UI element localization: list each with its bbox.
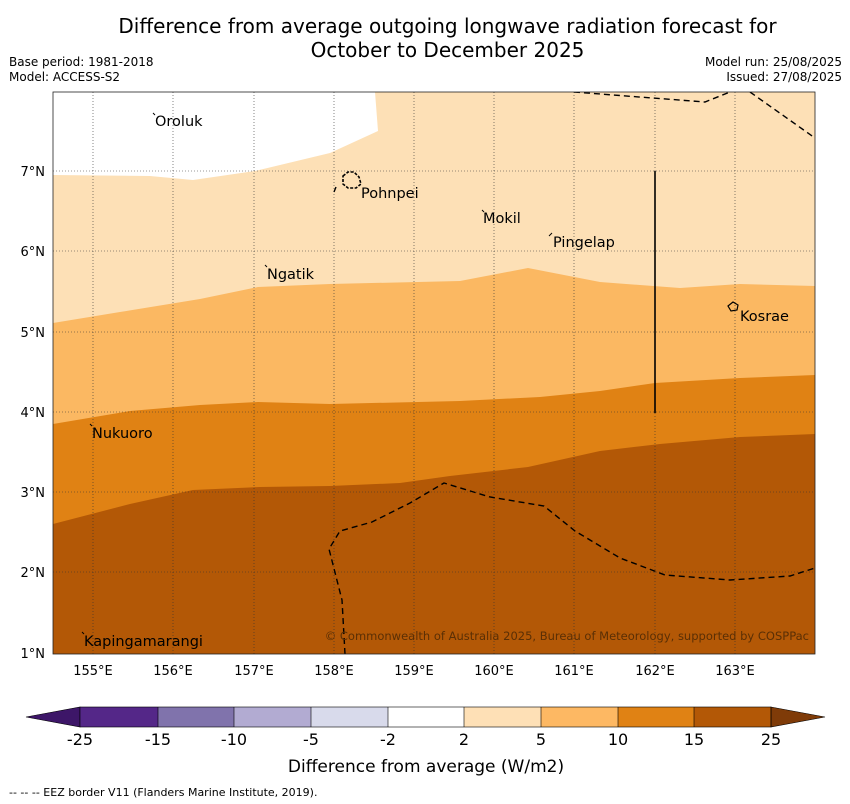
y-tick: 1°N	[21, 647, 46, 662]
colorbar-segment	[234, 707, 311, 727]
label-nukuoro: Nukuoro	[92, 426, 153, 442]
colorbar-tick: -2	[380, 730, 396, 749]
colorbar-segment	[311, 707, 388, 727]
y-tick: 7°N	[21, 165, 46, 180]
x-axis-ticks: 155°E 156°E 157°E 158°E 159°E 160°E 161°…	[73, 664, 755, 679]
colorbar-label: Difference from average (W/m2)	[288, 757, 564, 777]
x-tick: 157°E	[234, 664, 274, 679]
base-period: Base period: 1981-2018	[9, 55, 154, 69]
x-tick: 162°E	[635, 664, 675, 679]
title-line-1: Difference from average outgoing longwav…	[118, 14, 777, 38]
map-area: Oroluk Pohnpei Mokil Pingelap Ngatik Kos…	[53, 92, 815, 654]
colorbar-tick: -5	[303, 730, 319, 749]
eez-footnote: -- -- -- EEZ border V11 (Flanders Marine…	[9, 786, 318, 799]
y-axis-ticks: 7°N 6°N 5°N 4°N 3°N 2°N 1°N	[21, 165, 46, 662]
label-pingelap: Pingelap	[553, 235, 615, 251]
x-tick: 160°E	[474, 664, 514, 679]
map-frame	[52, 91, 816, 655]
meta-left: Base period: 1981-2018 Model: ACCESS-S2	[9, 55, 154, 85]
label-ngatik: Ngatik	[267, 267, 315, 283]
colorbar-segment	[388, 707, 464, 727]
model-name: Model: ACCESS-S2	[9, 70, 121, 84]
x-tick: 163°E	[715, 664, 755, 679]
colorbar-segment	[158, 707, 234, 727]
y-tick: 3°N	[21, 486, 46, 501]
x-tick: 159°E	[394, 664, 434, 679]
label-kosrae: Kosrae	[740, 309, 789, 325]
colorbar-segment	[618, 707, 694, 727]
colorbar-tick: 25	[761, 730, 781, 749]
label-kapingamarangi: Kapingamarangi	[84, 634, 203, 650]
y-tick: 2°N	[21, 566, 46, 581]
title-line-2: October to December 2025	[310, 38, 585, 62]
colorbar-tick: -25	[67, 730, 93, 749]
model-run: Model run: 25/08/2025	[704, 55, 842, 69]
y-tick: 4°N	[21, 406, 46, 421]
pohnpei-island-icon	[342, 171, 362, 189]
colorbar-segment	[541, 707, 618, 727]
meta-right: Model run: 25/08/2025 Issued: 27/08/2025	[705, 55, 842, 85]
colorbar: -25 -15 -10 -5 -2 2 5 10 15 25 Differenc…	[25, 706, 826, 777]
graticule	[53, 92, 815, 654]
colorbar-extend-low	[25, 706, 81, 728]
label-pohnpei: Pohnpei	[361, 186, 419, 202]
colorbar-tick: 2	[459, 730, 469, 749]
colorbar-tick: 10	[608, 730, 628, 749]
kosrae-island-icon	[727, 301, 739, 312]
colorbar-segment	[694, 707, 771, 727]
neutral-region	[53, 92, 378, 180]
colorbar-tick: 5	[536, 730, 546, 749]
x-tick: 155°E	[73, 664, 113, 679]
map-title: Difference from average outgoing longwav…	[40, 14, 850, 62]
copyright-text: © Commonwealth of Australia 2025, Bureau…	[325, 629, 809, 643]
colorbar-tick: 15	[684, 730, 704, 749]
colorbar-extend-high	[770, 706, 826, 728]
colorbar-segment	[80, 707, 158, 727]
atoll-markers	[81, 112, 553, 635]
colorbar-tick: -10	[221, 730, 247, 749]
x-tick: 156°E	[153, 664, 193, 679]
x-tick: 158°E	[314, 664, 354, 679]
y-tick: 5°N	[21, 326, 46, 341]
y-tick: 6°N	[21, 245, 46, 260]
colorbar-segment	[464, 707, 541, 727]
colorbar-tick: -15	[145, 730, 171, 749]
label-oroluk: Oroluk	[155, 114, 203, 130]
x-tick: 161°E	[554, 664, 594, 679]
eez-borders	[328, 92, 815, 654]
label-mokil: Mokil	[483, 211, 521, 227]
issued-date: Issued: 27/08/2025	[726, 70, 842, 84]
band-15-25	[53, 434, 815, 654]
